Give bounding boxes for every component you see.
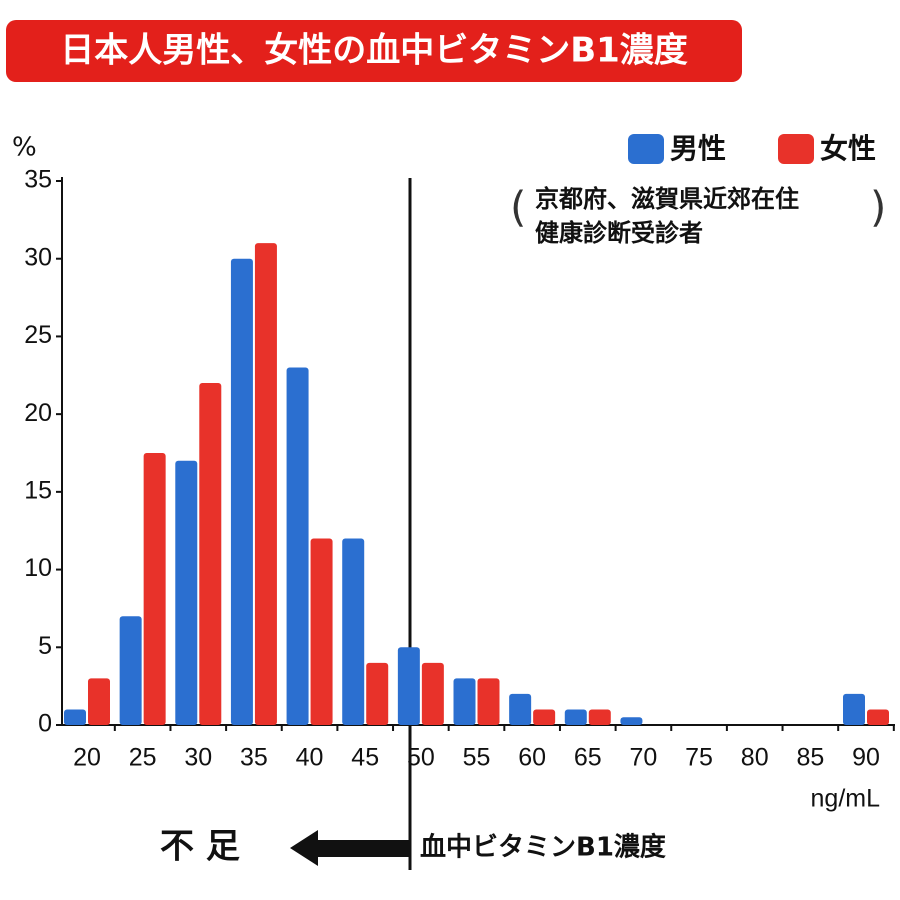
- x-tick-label: 60: [518, 744, 546, 772]
- y-axis-label: %: [12, 133, 37, 163]
- x-tick-label: 70: [630, 744, 658, 772]
- bar: [453, 678, 476, 725]
- paren: (: [510, 183, 526, 232]
- y-tick-label: 0: [38, 710, 52, 738]
- x-tick-label: 50: [407, 744, 435, 772]
- x-tick-label: 25: [129, 744, 157, 772]
- y-tick-label: 15: [24, 476, 52, 504]
- bar: [477, 678, 500, 725]
- annotation: 京都府、滋賀県近郊在住: [535, 185, 799, 213]
- x-tick-label: 35: [240, 744, 268, 772]
- arrow: [290, 830, 410, 866]
- x-tick-label: 20: [73, 744, 101, 772]
- x-tick-label: 55: [463, 744, 491, 772]
- footer-right: 血中ビタミンB1濃度: [420, 832, 666, 863]
- bar: [421, 662, 444, 725]
- bar: [175, 460, 198, 725]
- x-tick-label: 80: [741, 744, 769, 772]
- legend-swatch: [628, 134, 664, 164]
- bar: [254, 243, 277, 725]
- x-axis-label: ng/mL: [811, 785, 881, 813]
- chart-title: 日本人男性、女性の血中ビタミンB1濃度: [60, 31, 688, 71]
- title-box: [6, 20, 742, 82]
- bar: [533, 709, 556, 725]
- bar: [199, 383, 222, 725]
- legend-label: 女性: [820, 132, 876, 165]
- x-tick-label: 90: [852, 744, 880, 772]
- bar: [843, 693, 865, 725]
- bar: [564, 709, 587, 725]
- bar: [397, 647, 420, 725]
- y-tick-label: 25: [24, 321, 52, 349]
- bar: [119, 616, 142, 725]
- annotation: 健康診断受診者: [535, 219, 703, 247]
- y-tick-label: 35: [24, 166, 52, 194]
- bar: [867, 709, 889, 725]
- x-tick-label: 40: [296, 744, 324, 772]
- y-tick-label: 5: [38, 632, 52, 660]
- x-tick-label: 75: [685, 744, 713, 772]
- bar: [88, 678, 110, 725]
- bar: [588, 709, 611, 725]
- x-tick-label: 85: [796, 744, 824, 772]
- legend-label: 男性: [670, 132, 726, 165]
- x-tick-label: 45: [351, 744, 379, 772]
- bar: [509, 693, 532, 725]
- legend-swatch: [778, 134, 814, 164]
- x-tick-label: 65: [574, 744, 602, 772]
- bar: [230, 258, 253, 725]
- bar: [342, 538, 365, 725]
- bar: [64, 709, 86, 725]
- bar: [286, 367, 309, 725]
- y-tick-label: 20: [24, 399, 52, 427]
- y-tick-label: 10: [24, 554, 52, 582]
- bar: [620, 717, 643, 725]
- bar: [366, 662, 389, 725]
- y-tick-label: 30: [24, 243, 52, 271]
- x-tick-label: 30: [184, 744, 212, 772]
- bar: [310, 538, 333, 725]
- bar: [143, 453, 166, 725]
- paren: ): [870, 183, 886, 232]
- footer-left: 不 足: [160, 827, 240, 867]
